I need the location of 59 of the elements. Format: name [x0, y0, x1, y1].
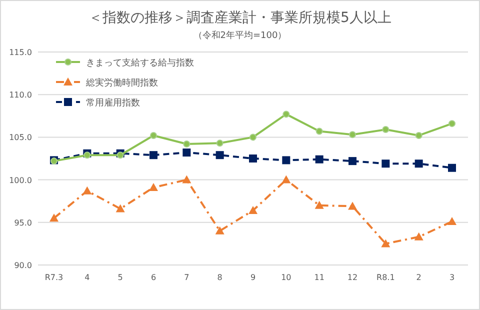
x-tick-label: 12 [347, 273, 358, 282]
point [414, 160, 423, 168]
point [150, 132, 157, 139]
point [382, 160, 390, 168]
y-tick-label: 110.0 [9, 90, 32, 100]
point [381, 239, 390, 248]
point [348, 202, 357, 210]
point [448, 217, 456, 226]
point [282, 110, 290, 118]
x-tick-label: 8 [217, 273, 222, 282]
point [382, 126, 390, 134]
y-tick-label: 95.0 [14, 218, 32, 228]
x-tick-label: 2 [416, 273, 422, 282]
point [348, 157, 356, 166]
x-tick-label: R8.1 [376, 273, 395, 282]
y-tick-label: 90.0 [14, 261, 32, 270]
x-tick-label: R7.3 [44, 273, 64, 282]
x-tick-label: 6 [150, 273, 156, 282]
y-tick-label: 105.0 [9, 133, 32, 142]
chart-subtitle: （令和2年平均=100） [193, 30, 287, 41]
point [216, 140, 224, 147]
point [448, 120, 456, 128]
point [116, 152, 124, 159]
point [50, 214, 58, 222]
y-tick-label: 100.0 [9, 176, 32, 185]
point [216, 151, 224, 160]
point [315, 155, 324, 164]
point [183, 140, 190, 148]
x-tick-label: 4 [84, 273, 90, 282]
point [182, 148, 191, 157]
point [249, 154, 257, 162]
point [250, 134, 256, 141]
point [415, 132, 422, 139]
point [182, 175, 192, 184]
point [150, 151, 158, 160]
point [316, 128, 323, 135]
x-tick-label: 10 [281, 273, 292, 282]
point [84, 152, 91, 159]
legend-label: 常用雇用指数 [86, 98, 140, 108]
point [314, 200, 324, 209]
x-tick-label: 9 [250, 273, 256, 282]
x-tick-label: 11 [314, 273, 324, 282]
x-tick-label: 3 [449, 273, 455, 282]
legend-label: 総実労働時間指数 [85, 78, 158, 88]
point [215, 226, 224, 234]
legend-label: きまって支給する給与指数 [86, 58, 194, 68]
point [414, 232, 424, 240]
chart-title: ＜指数の推移＞調査産業計・事業所規模5人以上 [88, 10, 392, 26]
point [349, 131, 356, 138]
point [282, 156, 290, 164]
y-tick-label: 115.0 [9, 48, 32, 57]
x-tick-label: 5 [118, 273, 123, 282]
point [82, 186, 92, 194]
point [248, 206, 258, 214]
point [116, 204, 125, 212]
x-tick-label: 7 [184, 273, 190, 282]
point [282, 175, 291, 184]
point [149, 182, 158, 191]
point [448, 164, 456, 172]
